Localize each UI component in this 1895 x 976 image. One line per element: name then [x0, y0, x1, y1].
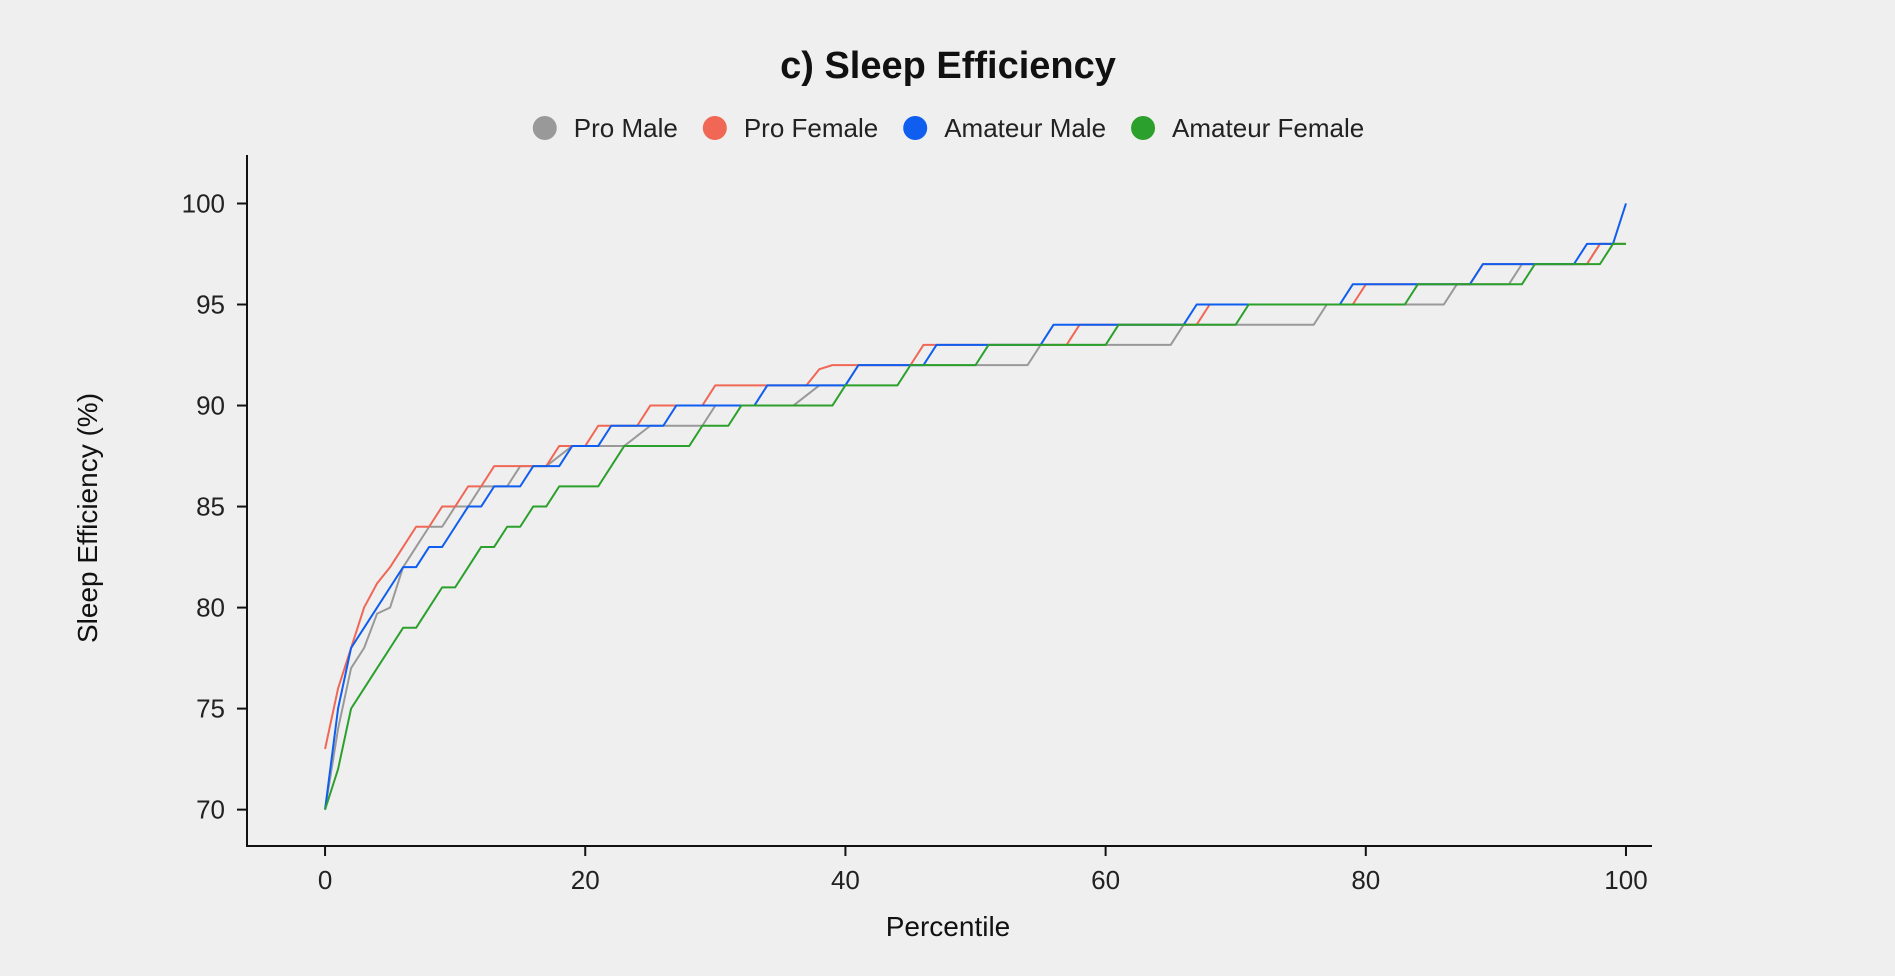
legend-marker — [903, 116, 928, 140]
chart-title: c) Sleep Efficiency — [780, 45, 1116, 87]
legend: Pro Male Pro Female Amateur Male Amateur Fe… — [532, 113, 1364, 143]
legend-label: Amateur Female — [1172, 113, 1364, 143]
y-tick-label: 90 — [196, 391, 225, 421]
legend-item-pro-female[interactable]: Pro Female — [702, 113, 878, 143]
y-tick-label: 100 — [182, 188, 225, 218]
x-tick-label: 40 — [831, 865, 860, 895]
y-ticks: 70 75 80 85 90 95 100 — [182, 188, 247, 825]
legend-item-amateur-female[interactable]: Amateur Female — [1131, 113, 1364, 143]
legend-marker — [702, 116, 727, 140]
axes — [246, 155, 1652, 847]
legend-marker — [1131, 116, 1156, 140]
legend-label: Pro Female — [744, 113, 878, 143]
legend-label: Pro Male — [574, 113, 678, 143]
series-group — [324, 203, 1627, 810]
x-tick-label: 60 — [1091, 865, 1120, 895]
x-axis-title: Percentile — [886, 911, 1011, 942]
series-line-amateur-male — [324, 203, 1627, 810]
legend-marker — [532, 116, 557, 140]
y-tick-label: 85 — [196, 492, 225, 522]
x-ticks: 0 20 40 60 80 100 — [318, 846, 1648, 895]
legend-item-amateur-male[interactable]: Amateur Male — [903, 113, 1106, 143]
x-tick-label: 80 — [1351, 865, 1380, 895]
legend-item-pro-male[interactable]: Pro Male — [532, 113, 678, 143]
x-tick-label: 20 — [571, 865, 600, 895]
x-tick-label: 100 — [1604, 865, 1647, 895]
y-tick-label: 95 — [196, 290, 225, 320]
series-line-amateur-female — [324, 242, 1626, 810]
y-tick-label: 80 — [196, 593, 225, 623]
y-axis-title: Sleep Efficiency (%) — [72, 393, 103, 643]
series-line-pro-female — [324, 242, 1626, 750]
y-tick-label: 75 — [196, 694, 225, 724]
legend-label: Amateur Male — [944, 113, 1106, 143]
x-tick-label: 0 — [318, 865, 332, 895]
y-tick-label: 70 — [196, 795, 225, 825]
